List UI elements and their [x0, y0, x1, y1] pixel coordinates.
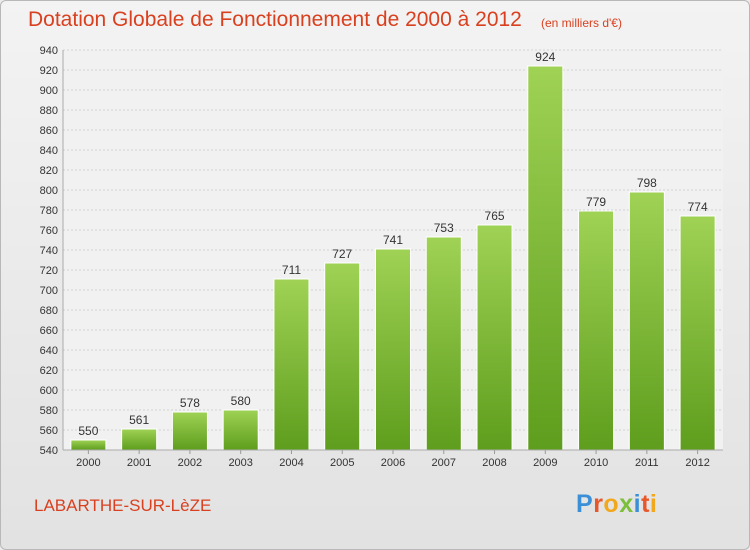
- value-label: 741: [383, 233, 403, 247]
- logo-letter: i: [649, 490, 658, 518]
- value-label: 711: [282, 263, 301, 277]
- y-tick-label: 880: [40, 105, 58, 117]
- y-tick-label: 800: [40, 185, 58, 197]
- bars: [70, 65, 716, 451]
- x-tick-label: 2004: [279, 457, 303, 469]
- y-tick-label: 580: [40, 405, 58, 417]
- x-tick-label: 2000: [76, 457, 100, 469]
- value-label: 774: [688, 200, 708, 214]
- bar-2001: [121, 428, 158, 451]
- y-tick-label: 680: [40, 305, 58, 317]
- x-tick-label: 2001: [127, 457, 151, 469]
- value-label: 924: [535, 50, 555, 64]
- y-tick-label: 720: [40, 265, 58, 277]
- y-tick-label: 900: [40, 85, 58, 97]
- x-tick-label: 2006: [381, 457, 405, 469]
- value-label: 727: [332, 247, 352, 261]
- y-tick-label: 820: [40, 165, 58, 177]
- y-tick-label: 840: [40, 145, 58, 157]
- x-tick-label: 2002: [178, 457, 202, 469]
- x-tick-label: 2003: [228, 457, 252, 469]
- bar-2002: [171, 411, 208, 451]
- y-tick-label: 700: [40, 285, 58, 297]
- logo-letter: x: [619, 490, 634, 518]
- x-tick-label: 2007: [432, 457, 456, 469]
- value-label: 580: [231, 394, 251, 408]
- value-label: 753: [434, 221, 454, 235]
- x-tick-label: 2008: [482, 457, 506, 469]
- y-tick-label: 660: [40, 325, 58, 337]
- y-tick-label: 620: [40, 365, 58, 377]
- value-label: 550: [78, 424, 98, 438]
- axes: 540 560 580 600 620 640 660 680 700 720 740 760 780 8…: [40, 45, 723, 469]
- bar-2004: [273, 278, 310, 451]
- value-label: 578: [180, 396, 200, 410]
- bar-2011: [628, 191, 665, 451]
- y-tick-label: 860: [40, 125, 58, 137]
- value-label: 798: [637, 176, 657, 190]
- logo-letter: o: [603, 490, 620, 518]
- y-tick-label: 940: [40, 45, 58, 57]
- y-tick-label: 780: [40, 205, 58, 217]
- logo-letter: r: [593, 490, 604, 518]
- logo-letter: t: [641, 490, 650, 518]
- value-label: 779: [586, 195, 606, 209]
- bar-2006: [374, 248, 412, 451]
- y-tick-label: 760: [40, 225, 58, 237]
- chart-title: Dotation Globale de Fonctionnement de 20…: [28, 8, 522, 31]
- bar-2003: [222, 409, 259, 451]
- bar-2000: [70, 439, 107, 451]
- y-tick-label: 640: [40, 345, 58, 357]
- bar-2005: [324, 262, 361, 451]
- x-tick-label: 2009: [533, 457, 557, 469]
- bar-2007: [425, 236, 462, 451]
- y-tick-label: 600: [40, 385, 58, 397]
- bar-2012: [679, 215, 716, 451]
- chart-subtitle: (en milliers d'€): [541, 16, 622, 30]
- y-tick-label: 920: [40, 65, 58, 77]
- commune-name: LABARTHE-SUR-LèZE: [34, 496, 212, 515]
- bar-2009: [527, 65, 564, 451]
- y-tick-label: 540: [40, 445, 58, 457]
- x-tick-label: 2005: [330, 457, 354, 469]
- logo-letter: i: [633, 490, 642, 518]
- y-tick-label: 560: [40, 425, 58, 437]
- logo-letter: P: [576, 490, 594, 518]
- y-tick-label: 740: [40, 245, 58, 257]
- bar-2008: [476, 224, 513, 451]
- value-label: 561: [129, 413, 149, 427]
- proxiti-logo: Proxiti: [576, 490, 657, 519]
- x-tick-label: 2010: [584, 457, 608, 469]
- value-label: 765: [485, 209, 505, 223]
- bar-2010: [578, 210, 615, 451]
- x-tick-label: 2012: [685, 457, 709, 469]
- x-tick-label: 2011: [635, 457, 659, 469]
